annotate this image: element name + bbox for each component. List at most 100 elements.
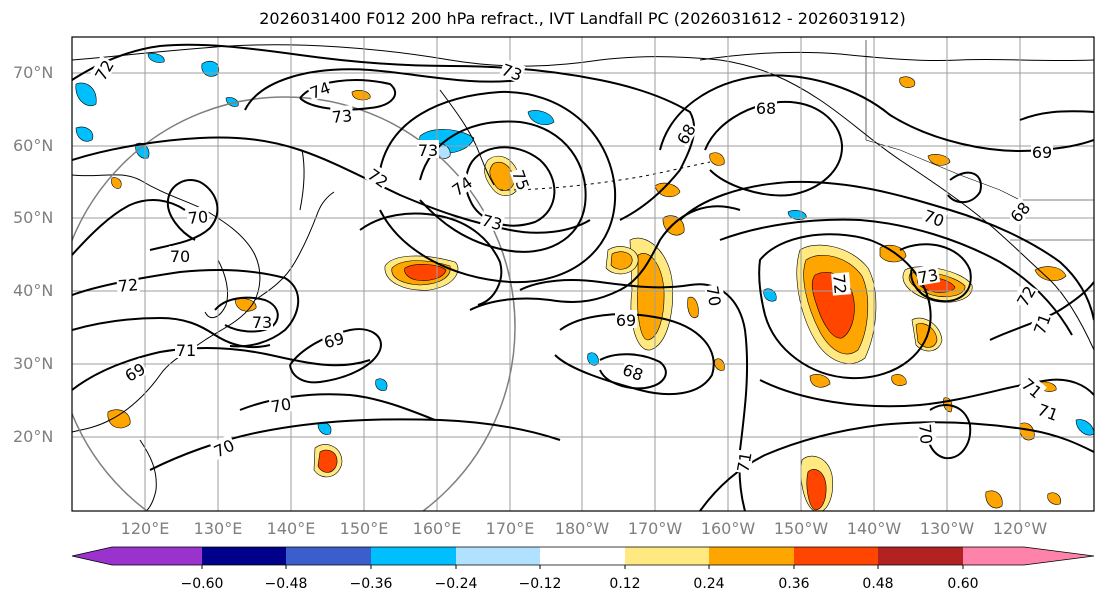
contour-label-background — [498, 58, 526, 84]
coast-east-asia — [72, 174, 261, 433]
lon-label: 130°E — [193, 519, 243, 538]
contour-label-background — [447, 171, 476, 199]
refractivity-contours — [72, 43, 1094, 511]
colorbar-segment — [625, 547, 709, 565]
shade-cyan-12 — [147, 53, 165, 63]
contour-label-background — [209, 434, 238, 460]
colorbar-tick-label: −0.60 — [180, 576, 224, 592]
colorbar-segment — [371, 547, 456, 565]
contour-label: 69 — [1032, 143, 1052, 162]
contour-label-background — [169, 246, 191, 264]
contour-label-background — [920, 204, 948, 230]
contour-label-background — [1005, 197, 1034, 226]
lon-label: 170°E — [485, 519, 535, 538]
contour-label: 70 — [702, 284, 724, 307]
shade-cyan-7 — [763, 288, 777, 302]
colorbar-right-extend — [1024, 547, 1094, 565]
contour-label: 71 — [733, 450, 755, 473]
lon-label: 150°W — [773, 519, 829, 538]
lat-label: 50°N — [13, 208, 54, 227]
contour-73-mid-pacific — [359, 212, 503, 306]
colorbar-segment — [878, 547, 963, 565]
contour-label-background — [1028, 310, 1054, 338]
colorbar-segment — [202, 547, 286, 565]
coast-alaska-north — [699, 51, 1094, 62]
contour-label-background — [186, 206, 210, 226]
shade-orange-7 — [927, 154, 951, 166]
contour-label: 70 — [269, 394, 292, 416]
contour-70-west — [149, 179, 219, 251]
colorbar-segment — [794, 547, 878, 565]
contour-71-east-south — [759, 378, 1094, 408]
contour-70-south — [239, 393, 436, 421]
contour-label: 73 — [331, 106, 353, 127]
colorbar-segment — [286, 547, 371, 565]
lon-label: 140°W — [846, 519, 902, 538]
shade-orange-5 — [1034, 266, 1067, 282]
contour-label-background — [831, 272, 851, 296]
contour-label-background — [268, 393, 294, 415]
contour-72-northwest — [72, 43, 696, 221]
shade-orange-kamchatka — [489, 162, 515, 191]
contour-label-background — [615, 310, 637, 328]
contour-label: 69 — [322, 329, 347, 353]
contour-69-sw — [72, 347, 371, 391]
shade-cyan-3 — [75, 82, 97, 106]
contour-label: 70 — [170, 247, 190, 266]
shade-orange-3 — [107, 409, 131, 429]
lat-label: 60°N — [13, 136, 54, 155]
coast-siberia — [72, 44, 601, 67]
lat-label: 20°N — [13, 427, 54, 446]
lon-label: 130°W — [919, 519, 975, 538]
contour-label-background — [116, 274, 140, 294]
contour-label-background — [120, 357, 149, 385]
contour-label-background — [330, 105, 354, 125]
shade-orange-midway — [610, 251, 633, 270]
contour-label-background — [671, 119, 699, 148]
contour-label-background — [479, 209, 506, 233]
shade-orange-2 — [351, 90, 371, 101]
contour-label-background — [1034, 398, 1062, 424]
contour-label: 70 — [187, 207, 209, 228]
lon-label: 180°W — [554, 519, 610, 538]
shade-orange-14 — [899, 76, 916, 88]
coast-japan — [254, 191, 335, 301]
contour-70-south-east — [926, 404, 972, 460]
contour-label: 71 — [176, 341, 196, 360]
contour-70-alaska — [679, 180, 1094, 321]
contour-label: 72 — [829, 273, 850, 295]
shade-orange-6 — [654, 182, 681, 198]
contour-low-north-pacific-74 — [419, 120, 587, 253]
range-circle — [72, 96, 516, 511]
contour-70-far-south — [149, 418, 561, 471]
shade-red-west-pacific — [404, 264, 447, 281]
colorbar-segment — [709, 547, 794, 565]
contour-label-background — [1018, 373, 1047, 402]
lon-label: 160°E — [412, 519, 462, 538]
contour-label: 73 — [418, 141, 438, 160]
contour-70-trough — [519, 279, 749, 511]
colorbar-segment — [456, 547, 540, 565]
contour-label-background — [917, 422, 937, 446]
contour-high-north-73 — [244, 68, 521, 111]
colorbar-tick-label: −0.24 — [434, 576, 478, 592]
contour-low-north-pacific-73 — [379, 90, 617, 284]
contour-high-north-74 — [299, 79, 397, 111]
contour-label-background — [704, 283, 726, 309]
shade-orange-4 — [1019, 422, 1035, 441]
shade-orange-18 — [714, 358, 725, 371]
shade-cyan-6 — [527, 110, 555, 125]
lon-label: 120°W — [992, 519, 1048, 538]
shade-cyan-4 — [75, 126, 94, 142]
colorbar-left-extend — [72, 547, 112, 565]
lat-label: 70°N — [13, 63, 54, 82]
contour-label-background — [1011, 281, 1039, 310]
lon-label: 120°E — [120, 519, 170, 538]
shade-red-subtropics-east — [806, 469, 827, 511]
contour-label-background — [915, 264, 941, 286]
shade-orange-9 — [985, 490, 1003, 509]
colorbar-outline — [71, 546, 1095, 566]
ivt-positive-shading — [107, 76, 1067, 511]
shade-red-west-subtropics — [317, 449, 338, 473]
